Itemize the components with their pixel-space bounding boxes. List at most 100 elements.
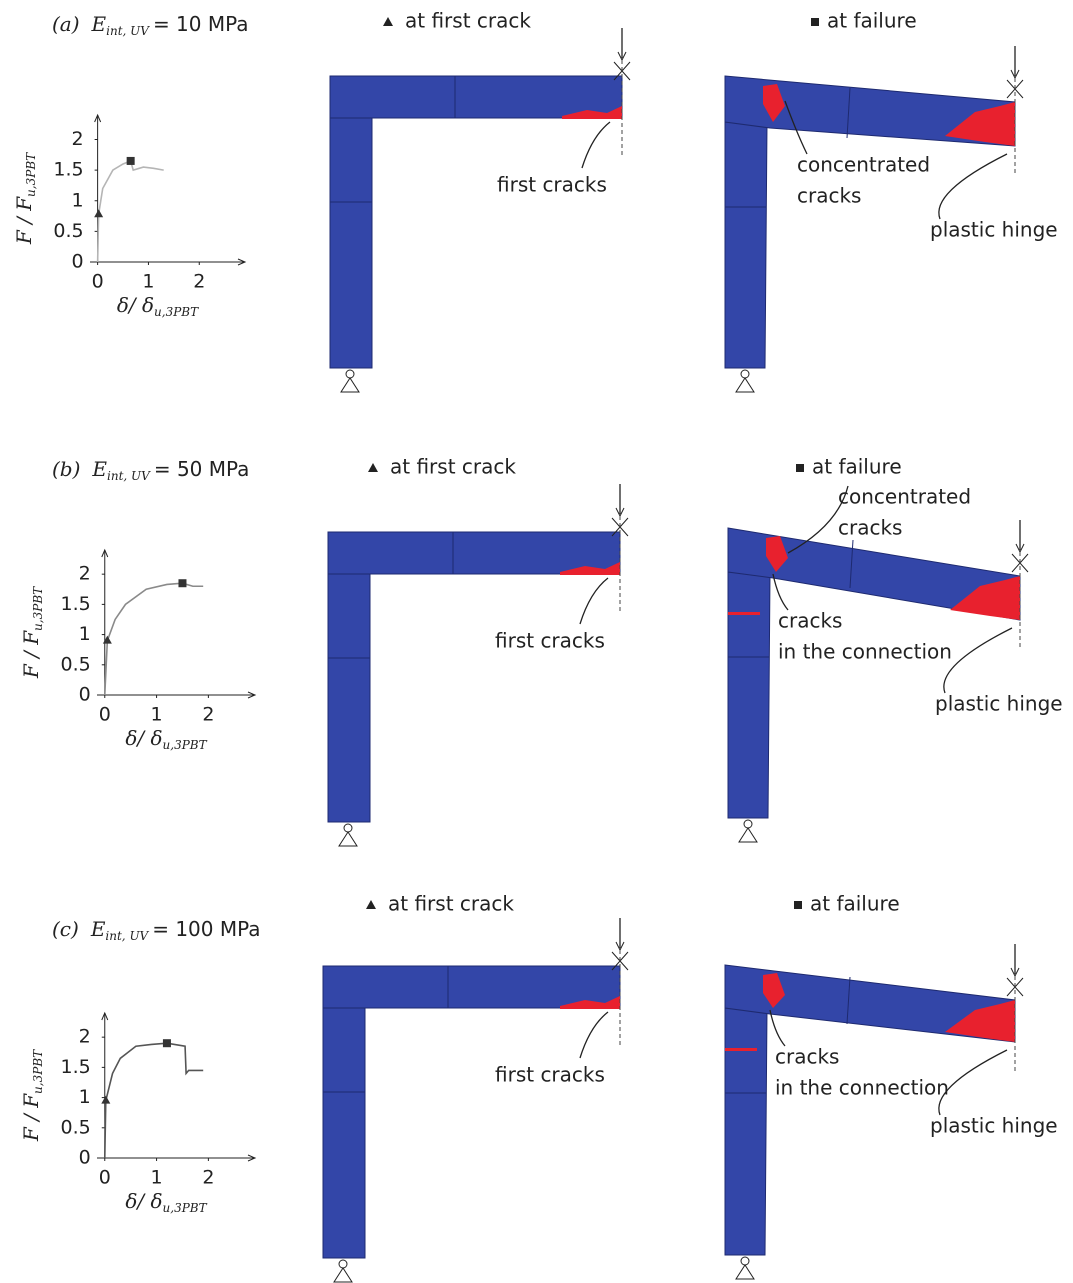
y-tick-label: 1 [79,1086,91,1108]
x-tick-label: 1 [142,271,154,293]
annotation: in the connection [775,1076,949,1100]
axis-label-main: δ/ δ [125,726,162,750]
annotation: cracks [797,184,861,208]
column [725,1008,767,1255]
subscript: int, UV [107,469,151,483]
parameter-value: = 100 MPa [152,917,260,941]
x-tick-label: 1 [151,1167,163,1189]
header-square [811,18,819,26]
axis-label-main: δ/ δ [125,1189,162,1213]
crack-zone [725,1048,757,1051]
y-tick-label: 0 [79,1147,91,1169]
column [728,572,770,818]
subscript: u,3PBT [24,152,38,197]
first-crack-marker [94,209,103,217]
failure-marker [127,157,135,165]
diagram-title: at first crack [390,455,516,479]
subscript: int, UV [106,24,150,38]
pin [744,820,752,828]
parameter: E [91,457,107,481]
y-tick-label: 2 [79,1026,91,1048]
axis-label-main: F / F [12,196,36,245]
panel-letter: (a) [52,12,80,36]
annotation: concentrated [797,153,930,177]
annotation: cracks [838,516,902,540]
failure-marker [163,1039,171,1047]
y-tick-label: 1.5 [61,1056,91,1078]
annotation: first cracks [497,173,607,197]
diagram-title: at failure [812,455,902,479]
parameter-value: = 10 MPa [153,12,249,36]
y-tick-label: 1 [79,623,91,645]
leader [939,1050,1007,1115]
annotation: in the connection [778,640,952,664]
line [105,1043,203,1158]
header-triangle [368,463,378,472]
subscript: u,3PBT [154,305,199,319]
subscript: u,3PBT [163,738,208,752]
x-axis-label: δ/ δu,3PBT [125,1189,207,1215]
y-tick-label: 0.5 [61,653,91,675]
annotation: first cracks [495,1063,605,1087]
y-tick-label: 2 [79,563,91,585]
leader [580,1012,608,1058]
x-tick-label: 2 [193,271,205,293]
x-axis-label: δ/ δu,3PBT [117,293,199,319]
panel-letter: (b) [52,457,80,481]
frame [328,532,620,822]
annotation: plastic hinge [935,692,1063,716]
pin [741,370,749,378]
first-crack-marker [103,636,112,644]
subscript: u,3PBT [31,1049,45,1094]
panel-letter: (c) [52,917,79,941]
x-tick-label: 0 [99,1167,111,1189]
support [339,832,357,846]
line [98,161,164,262]
pin [344,824,352,832]
x-tick-label: 2 [202,1167,214,1189]
y-tick-label: 2 [72,128,84,150]
x-tick-label: 0 [99,704,111,726]
failure-marker [178,579,186,587]
leader [580,578,608,624]
subscript: u,3PBT [31,586,45,631]
annotation: plastic hinge [930,1114,1058,1138]
y-tick-label: 1 [72,189,84,211]
y-tick-label: 1.5 [61,593,91,615]
diagram-title: at failure [810,892,900,916]
frame [323,966,620,1258]
subscript: u,3PBT [163,1201,208,1215]
header-square [794,901,802,909]
y-tick-label: 0.5 [61,1116,91,1138]
column [725,122,767,368]
diagram-title: at first crack [405,9,531,33]
y-axis-label: F / Fu,3PBT [19,586,45,679]
x-tick-label: 2 [202,704,214,726]
first-crack-marker [101,1096,110,1104]
parameter: E [91,12,107,36]
leader [582,122,610,168]
leader [944,628,1012,693]
diagram-title: at failure [827,9,917,33]
annotation: concentrated [838,485,971,509]
y-tick-label: 0 [79,684,91,706]
y-tick-label: 1.5 [53,159,83,181]
x-tick-label: 1 [151,704,163,726]
crack-zone [728,612,760,615]
support [341,378,359,392]
y-tick-label: 0 [72,251,84,273]
panel-label: (c) Eint, UV= 100 MPa [52,917,261,943]
parameter: E [90,917,106,941]
annotation: first cracks [495,629,605,653]
annotation: plastic hinge [930,218,1058,242]
axis-label-main: F / F [19,1093,43,1142]
header-square [796,464,804,472]
line [105,583,203,695]
figure: 00.511.52012δ/ δu,3PBTF / Fu,3PBT00.511.… [0,0,1073,1283]
subscript: int, UV [105,929,149,943]
annotation: cracks [778,609,842,633]
support [334,1268,352,1282]
axis-label-main: F / F [19,630,43,679]
panel-label: (a) Eint, UV= 10 MPa [52,12,249,38]
frame [330,76,622,368]
